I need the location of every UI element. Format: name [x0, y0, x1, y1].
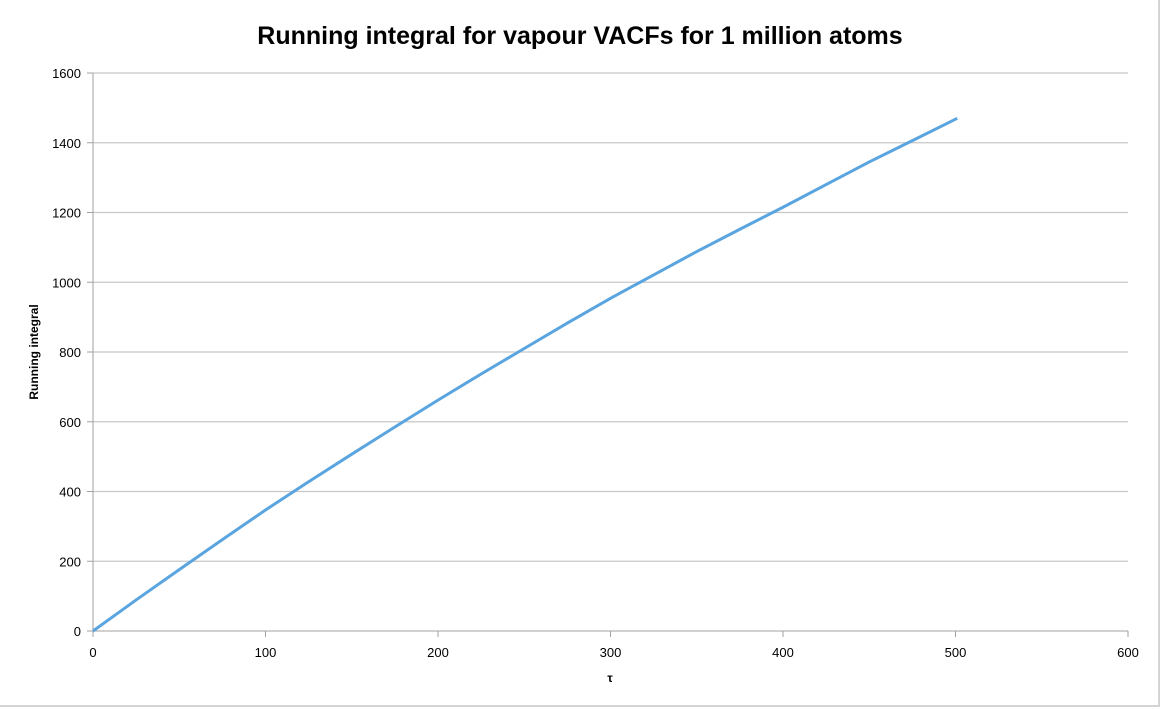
y-tick-label: 0	[74, 624, 81, 639]
y-axis-label: Running integral	[27, 304, 41, 399]
x-tick-label: 200	[427, 645, 449, 660]
y-tick-label: 400	[59, 485, 81, 500]
y-tick-label: 1400	[52, 136, 81, 151]
x-tick-label: 600	[1117, 645, 1139, 660]
x-axis-label: τ	[607, 671, 613, 685]
x-tick-label: 500	[945, 645, 967, 660]
y-tick-label: 1600	[52, 66, 81, 81]
x-tick-label: 0	[89, 645, 96, 660]
series-line	[92, 116, 958, 633]
y-tick-label: 1000	[52, 275, 81, 290]
y-tick-label: 800	[59, 345, 81, 360]
y-tick-label: 600	[59, 415, 81, 430]
y-tick-label: 1200	[52, 206, 81, 221]
x-tick-label: 400	[772, 645, 794, 660]
x-tick-label: 300	[600, 645, 622, 660]
y-tick-label: 200	[59, 554, 81, 569]
x-tick-label: 100	[255, 645, 277, 660]
chart-title: Running integral for vapour VACFs for 1 …	[257, 22, 902, 50]
